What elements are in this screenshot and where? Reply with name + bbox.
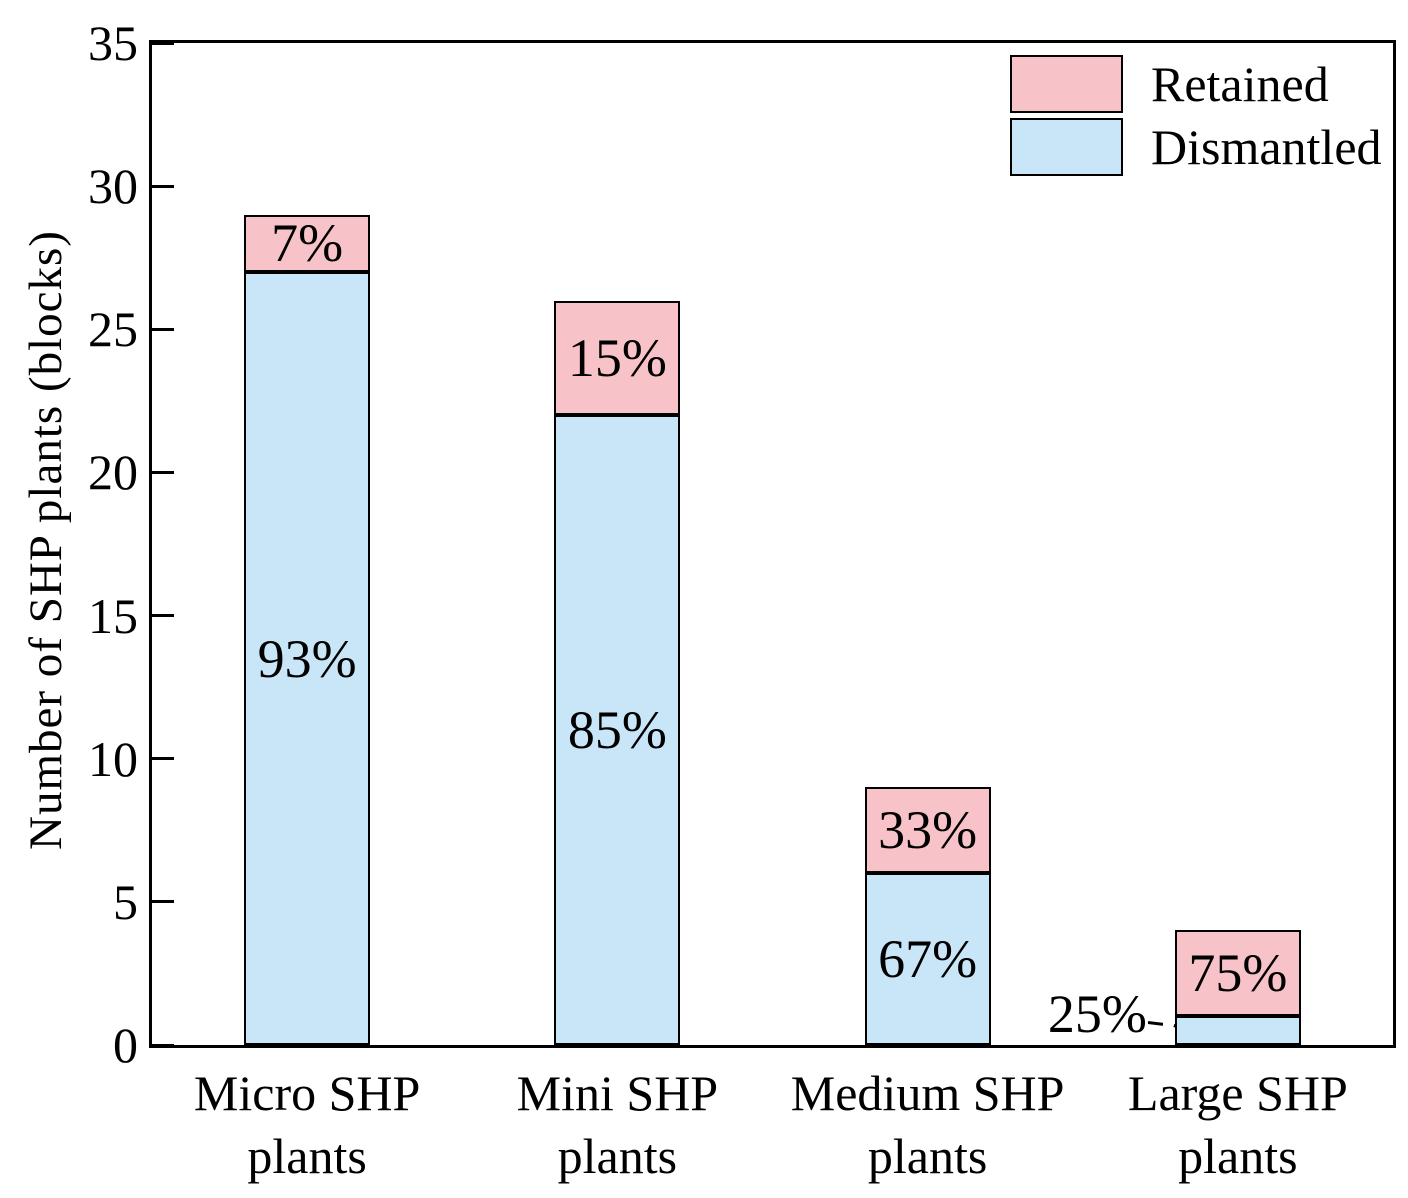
x-axis-label-line: Large SHP bbox=[1127, 1065, 1348, 1121]
y-tick-mark-30 bbox=[152, 184, 174, 188]
x-axis-label-large: Large SHP plants bbox=[1083, 1062, 1393, 1188]
x-axis-label-mini: Mini SHP plants bbox=[462, 1062, 772, 1188]
bar-segment-mini-dismantled: 85% bbox=[554, 415, 681, 1045]
segment-label-large-retained: 75% bbox=[1188, 943, 1288, 1004]
y-tick-mark-0 bbox=[152, 1043, 174, 1047]
legend: Retained Dismantled bbox=[1010, 55, 1382, 176]
segment-label-micro-dismantled: 93% bbox=[257, 628, 357, 689]
x-axis-label-medium: Medium SHP plants bbox=[773, 1062, 1083, 1188]
x-axis-label-line: plants bbox=[867, 1128, 988, 1184]
y-tick-label-5: 5 bbox=[113, 873, 138, 930]
x-axis-label-line: Micro SHP bbox=[193, 1065, 421, 1121]
bar-segment-medium-retained: 33% bbox=[864, 787, 991, 874]
y-tick-mark-25 bbox=[152, 327, 174, 331]
legend-label-retained: Retained bbox=[1151, 56, 1329, 112]
x-axis-label-line: plants bbox=[557, 1128, 678, 1184]
y-tick-mark-15 bbox=[152, 614, 174, 618]
legend-swatch-retained-icon bbox=[1010, 55, 1123, 113]
bar-segment-micro-dismantled: 93% bbox=[244, 272, 371, 1045]
x-axis-label-micro: Micro SHP plants bbox=[152, 1062, 462, 1188]
legend-item-retained: Retained bbox=[1010, 55, 1382, 113]
legend-item-dismantled: Dismantled bbox=[1010, 118, 1382, 176]
bar-segment-micro-retained: 7% bbox=[244, 213, 371, 274]
segment-label-medium-retained: 33% bbox=[878, 800, 978, 861]
bar-segment-mini-retained: 15% bbox=[554, 300, 681, 416]
x-axis-label-line: plants bbox=[1178, 1128, 1298, 1184]
x-axis-label-line: Mini SHP bbox=[516, 1065, 719, 1121]
annotation-label-large-dismantled: 25% bbox=[1047, 983, 1147, 1044]
y-tick-label-0: 0 bbox=[113, 1017, 138, 1073]
x-axis-label-line: Medium SHP bbox=[790, 1065, 1065, 1121]
y-tick-label-15: 15 bbox=[88, 587, 138, 644]
y-tick-mark-10 bbox=[152, 757, 174, 761]
x-axis-labels: Micro SHP plants Mini SHP plants Medium SHP p… bbox=[152, 1062, 1393, 1196]
bar-segment-medium-dismantled: 67% bbox=[864, 873, 991, 1045]
segment-label-micro-retained: 7% bbox=[271, 213, 344, 274]
legend-swatch-dismantled-icon bbox=[1010, 118, 1123, 176]
segment-label-mini-retained: 15% bbox=[567, 327, 667, 388]
legend-label-dismantled: Dismantled bbox=[1151, 119, 1382, 175]
segment-label-mini-dismantled: 85% bbox=[567, 700, 667, 761]
y-tick-mark-20 bbox=[152, 470, 174, 474]
bar-segment-large-dismantled bbox=[1174, 1016, 1301, 1045]
bar-segment-large-retained: 75% bbox=[1174, 930, 1301, 1017]
y-tick-label-20: 20 bbox=[88, 444, 138, 501]
plot-area: Retained Dismantled 93% 7% 85% 15% 67% 33% 25%… bbox=[149, 40, 1396, 1048]
y-tick-label-10: 10 bbox=[88, 730, 138, 787]
segment-label-medium-dismantled: 67% bbox=[878, 929, 978, 990]
y-tick-label-35: 35 bbox=[88, 15, 138, 71]
y-tick-mark-35 bbox=[152, 41, 174, 45]
y-tick-mark-5 bbox=[152, 900, 174, 904]
x-axis-label-line: plants bbox=[247, 1128, 367, 1184]
y-tick-label-25: 25 bbox=[88, 301, 138, 358]
y-tick-label-30: 30 bbox=[88, 158, 138, 215]
